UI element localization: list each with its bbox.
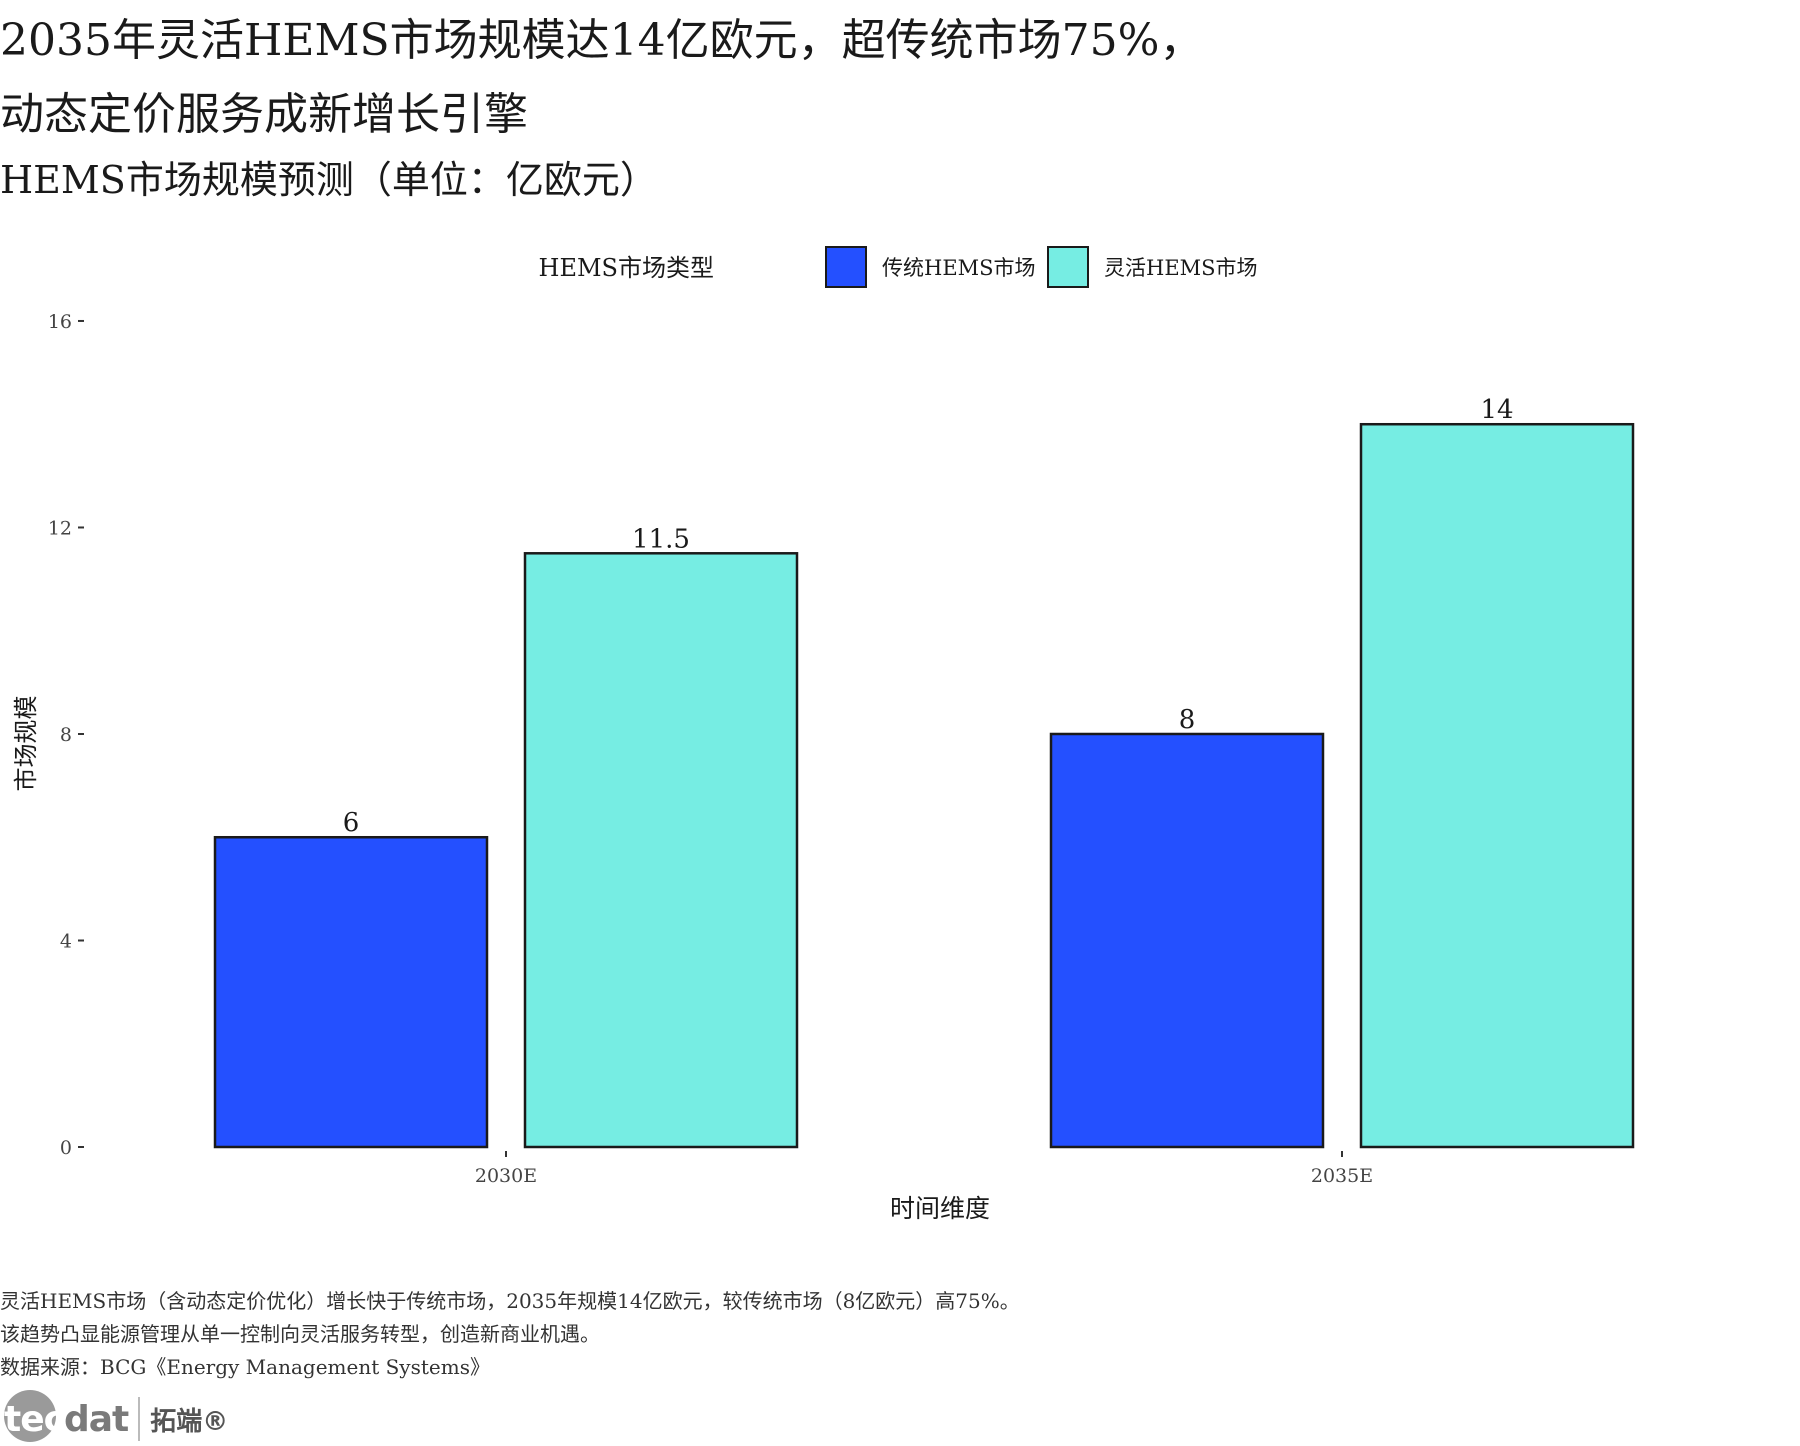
legend-label-2: 灵活HEMS市场 — [1104, 256, 1258, 280]
chart-title: 2035年灵活HEMS市场规模达14亿欧元，超传统市场75%， 动态定价服务成新… — [0, 4, 1790, 152]
brand-logo: tec dat 拓端® — [4, 1390, 229, 1446]
data-label-2030E-series-2: 11.5 — [632, 524, 690, 554]
legend-label-1: 传统HEMS市场 — [882, 256, 1036, 280]
logo-text-dat: dat — [63, 1398, 129, 1440]
y-tick-label: 12 — [48, 517, 72, 539]
footer-note-1: 灵活HEMS市场（含动态定价优化）增长快于传统市场，2035年规模14亿欧元，较… — [0, 1289, 1020, 1313]
y-tick-label: 16 — [48, 311, 72, 333]
data-label-2030E-series-1: 6 — [343, 808, 360, 838]
x-tick-label-2030E: 2030E — [475, 1165, 537, 1187]
x-tick-label-2035E: 2035E — [1311, 1165, 1373, 1187]
title-line-1: 2035年灵活HEMS市场规模达14亿欧元，超传统市场75%， — [0, 15, 1204, 66]
y-tick-label: 4 — [60, 930, 72, 952]
title-line-2: 动态定价服务成新增长引擎 — [0, 89, 528, 140]
legend-title: HEMS市场类型 — [539, 254, 714, 282]
data-label-2035E-series-2: 14 — [1480, 395, 1513, 425]
bar-chart: HEMS市场类型 传统HEMS市场 灵活HEMS市场 0 4 8 12 16 市场规模 6 11.5… — [12, 246, 1635, 1223]
x-axis-label: 时间维度 — [890, 1194, 990, 1223]
y-tick-label: 0 — [60, 1137, 72, 1159]
bar-2030E-series-2 — [523, 552, 799, 1149]
bar-2035E-series-1 — [1049, 732, 1325, 1149]
data-label-2035E-series-1: 8 — [1179, 705, 1196, 735]
logo-circle-icon — [4, 1390, 56, 1442]
footer-source: 数据来源：BCG《Energy Management Systems》 — [0, 1355, 490, 1379]
logo-divider — [138, 1397, 141, 1441]
logo-text-tec: tec — [4, 1398, 65, 1440]
bar-2035E-series-2 — [1359, 422, 1635, 1149]
legend-swatch-2 — [1047, 246, 1089, 288]
y-axis-label: 市场规模 — [12, 696, 40, 792]
legend-swatch-1 — [825, 246, 867, 288]
logo-text-cn: 拓端® — [150, 1406, 229, 1437]
bar-2030E-series-1 — [213, 835, 489, 1149]
footer-note-2: 该趋势凸显能源管理从单一控制向灵活服务转型，创造新商业机遇。 — [0, 1322, 600, 1346]
chart-subtitle: HEMS市场规模预测（单位：亿欧元） — [0, 158, 658, 202]
chart-footer: 灵活HEMS市场（含动态定价优化）增长快于传统市场，2035年规模14亿欧元，较… — [0, 1285, 1020, 1384]
y-tick-label: 8 — [60, 724, 72, 746]
